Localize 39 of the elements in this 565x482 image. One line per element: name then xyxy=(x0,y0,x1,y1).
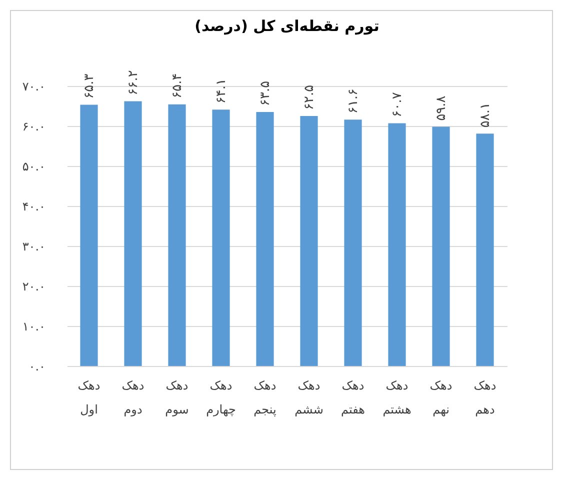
x-tick-label: دهک دهم xyxy=(474,378,496,416)
x-tick-label: دهک هفتم xyxy=(340,378,366,416)
data-label: ۶۵.۴ xyxy=(170,73,185,98)
data-label: ۶۵.۳ xyxy=(82,74,97,99)
data-label: ۶۶.۲ xyxy=(126,70,141,96)
y-tick-label: ۵۰.۰ xyxy=(22,160,46,174)
y-tick-label: ۶۰.۰ xyxy=(22,120,46,134)
bar xyxy=(344,120,362,366)
y-tick-label: ۱۰.۰ xyxy=(22,320,46,334)
data-label: ۶۲.۵ xyxy=(302,84,317,110)
bar xyxy=(432,126,450,366)
chart-title: تورم نقطه‌ای کل (درصد) xyxy=(194,17,380,36)
bar xyxy=(124,101,142,366)
data-label: ۶۰.۷ xyxy=(390,92,405,118)
data-label: ۵۸.۱ xyxy=(478,102,493,128)
x-tick-label: دهک ششم xyxy=(294,378,324,416)
x-tick-label: دهک دوم xyxy=(122,378,144,416)
bar xyxy=(388,123,406,366)
bar xyxy=(80,104,98,366)
y-tick-label: ۲۰.۰ xyxy=(22,280,46,294)
bar xyxy=(256,112,274,366)
data-label: ۶۳.۵ xyxy=(258,80,273,106)
bar xyxy=(168,104,186,366)
x-tick-label: دهک پنجم xyxy=(254,378,276,416)
bar xyxy=(476,134,494,366)
x-tick-label: دهک نهم xyxy=(430,378,452,416)
y-tick-label: ۳۰.۰ xyxy=(22,240,46,254)
x-tick-label: دهک اول xyxy=(78,378,100,416)
y-tick-label: ۷۰.۰ xyxy=(22,80,46,94)
x-tick-label: دهک هشتم xyxy=(382,378,412,416)
data-label: ۶۱.۶ xyxy=(346,88,361,114)
y-tick-label: ۴۰.۰ xyxy=(22,200,46,214)
data-label: ۶۴.۱ xyxy=(214,78,229,104)
y-tick-label: ۰.۰ xyxy=(28,360,46,374)
bar xyxy=(300,116,318,366)
data-label: ۵۹.۸ xyxy=(434,96,449,121)
x-tick-label: دهک چهارم xyxy=(206,378,236,416)
bar xyxy=(212,110,230,366)
x-tick-label: دهک سوم xyxy=(165,378,189,416)
